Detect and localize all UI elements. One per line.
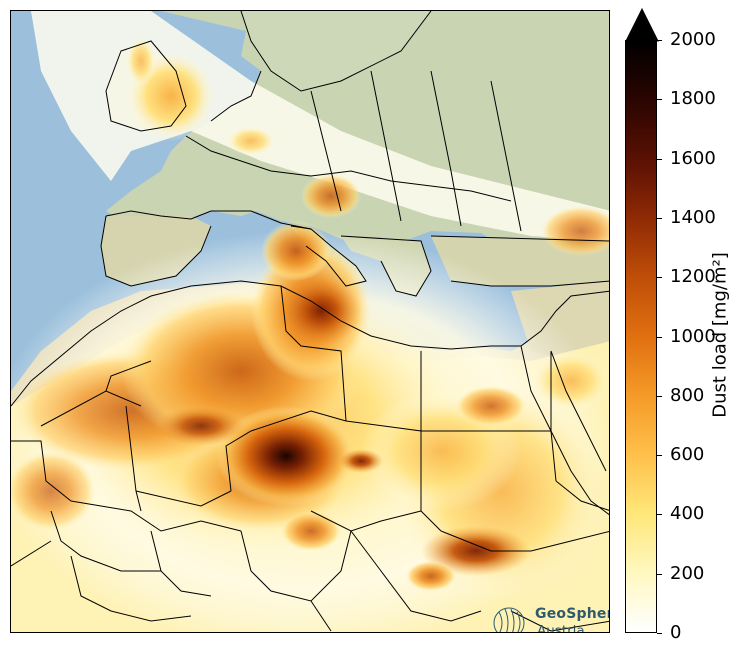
- colorbar-tick-label: 1400: [670, 206, 716, 228]
- dust-map: GeoSphere Austria: [10, 10, 610, 633]
- colorbar-tick-label: 1000: [670, 325, 716, 347]
- colorbar-tick-label: 800: [670, 384, 705, 406]
- geosphere-logo-mark: [493, 607, 525, 632]
- colorbar-tick-label: 1600: [670, 147, 716, 169]
- colorbar-tick-label: 400: [670, 503, 705, 525]
- colorbar-tick-mark: [657, 158, 662, 160]
- colorbar-tick-mark: [657, 633, 662, 634]
- map-canvas: [11, 11, 609, 632]
- colorbar-tick-label: 600: [670, 444, 705, 466]
- geosphere-logo: GeoSphere Austria: [491, 604, 609, 633]
- colorbar-tick-label: 2000: [670, 29, 716, 50]
- colorbar-gradient: [625, 40, 657, 633]
- colorbar-tick-label: 0: [670, 622, 682, 643]
- colorbar-tick-label: 200: [670, 562, 705, 584]
- colorbar-tick-mark: [657, 217, 662, 219]
- colorbar-tick-mark: [657, 573, 662, 575]
- colorbar-tick-mark: [657, 277, 662, 279]
- colorbar-tick-mark: [657, 514, 662, 516]
- colorbar-tick-mark: [657, 455, 662, 457]
- colorbar-tick-mark: [657, 336, 662, 338]
- logo-line-2: Austria: [537, 623, 585, 633]
- colorbar-tick-label: 1200: [670, 266, 716, 288]
- colorbar-tick-label: 1800: [670, 88, 716, 110]
- colorbar: [625, 8, 665, 636]
- colorbar-tick-mark: [657, 99, 662, 101]
- colorbar-extend-arrow: [625, 8, 659, 42]
- logo-line-1: GeoSphere: [535, 606, 609, 622]
- colorbar-tick-mark: [657, 395, 662, 397]
- colorbar-label: Dust load [mg/m²]: [709, 252, 731, 418]
- colorbar-tick-mark: [657, 40, 662, 41]
